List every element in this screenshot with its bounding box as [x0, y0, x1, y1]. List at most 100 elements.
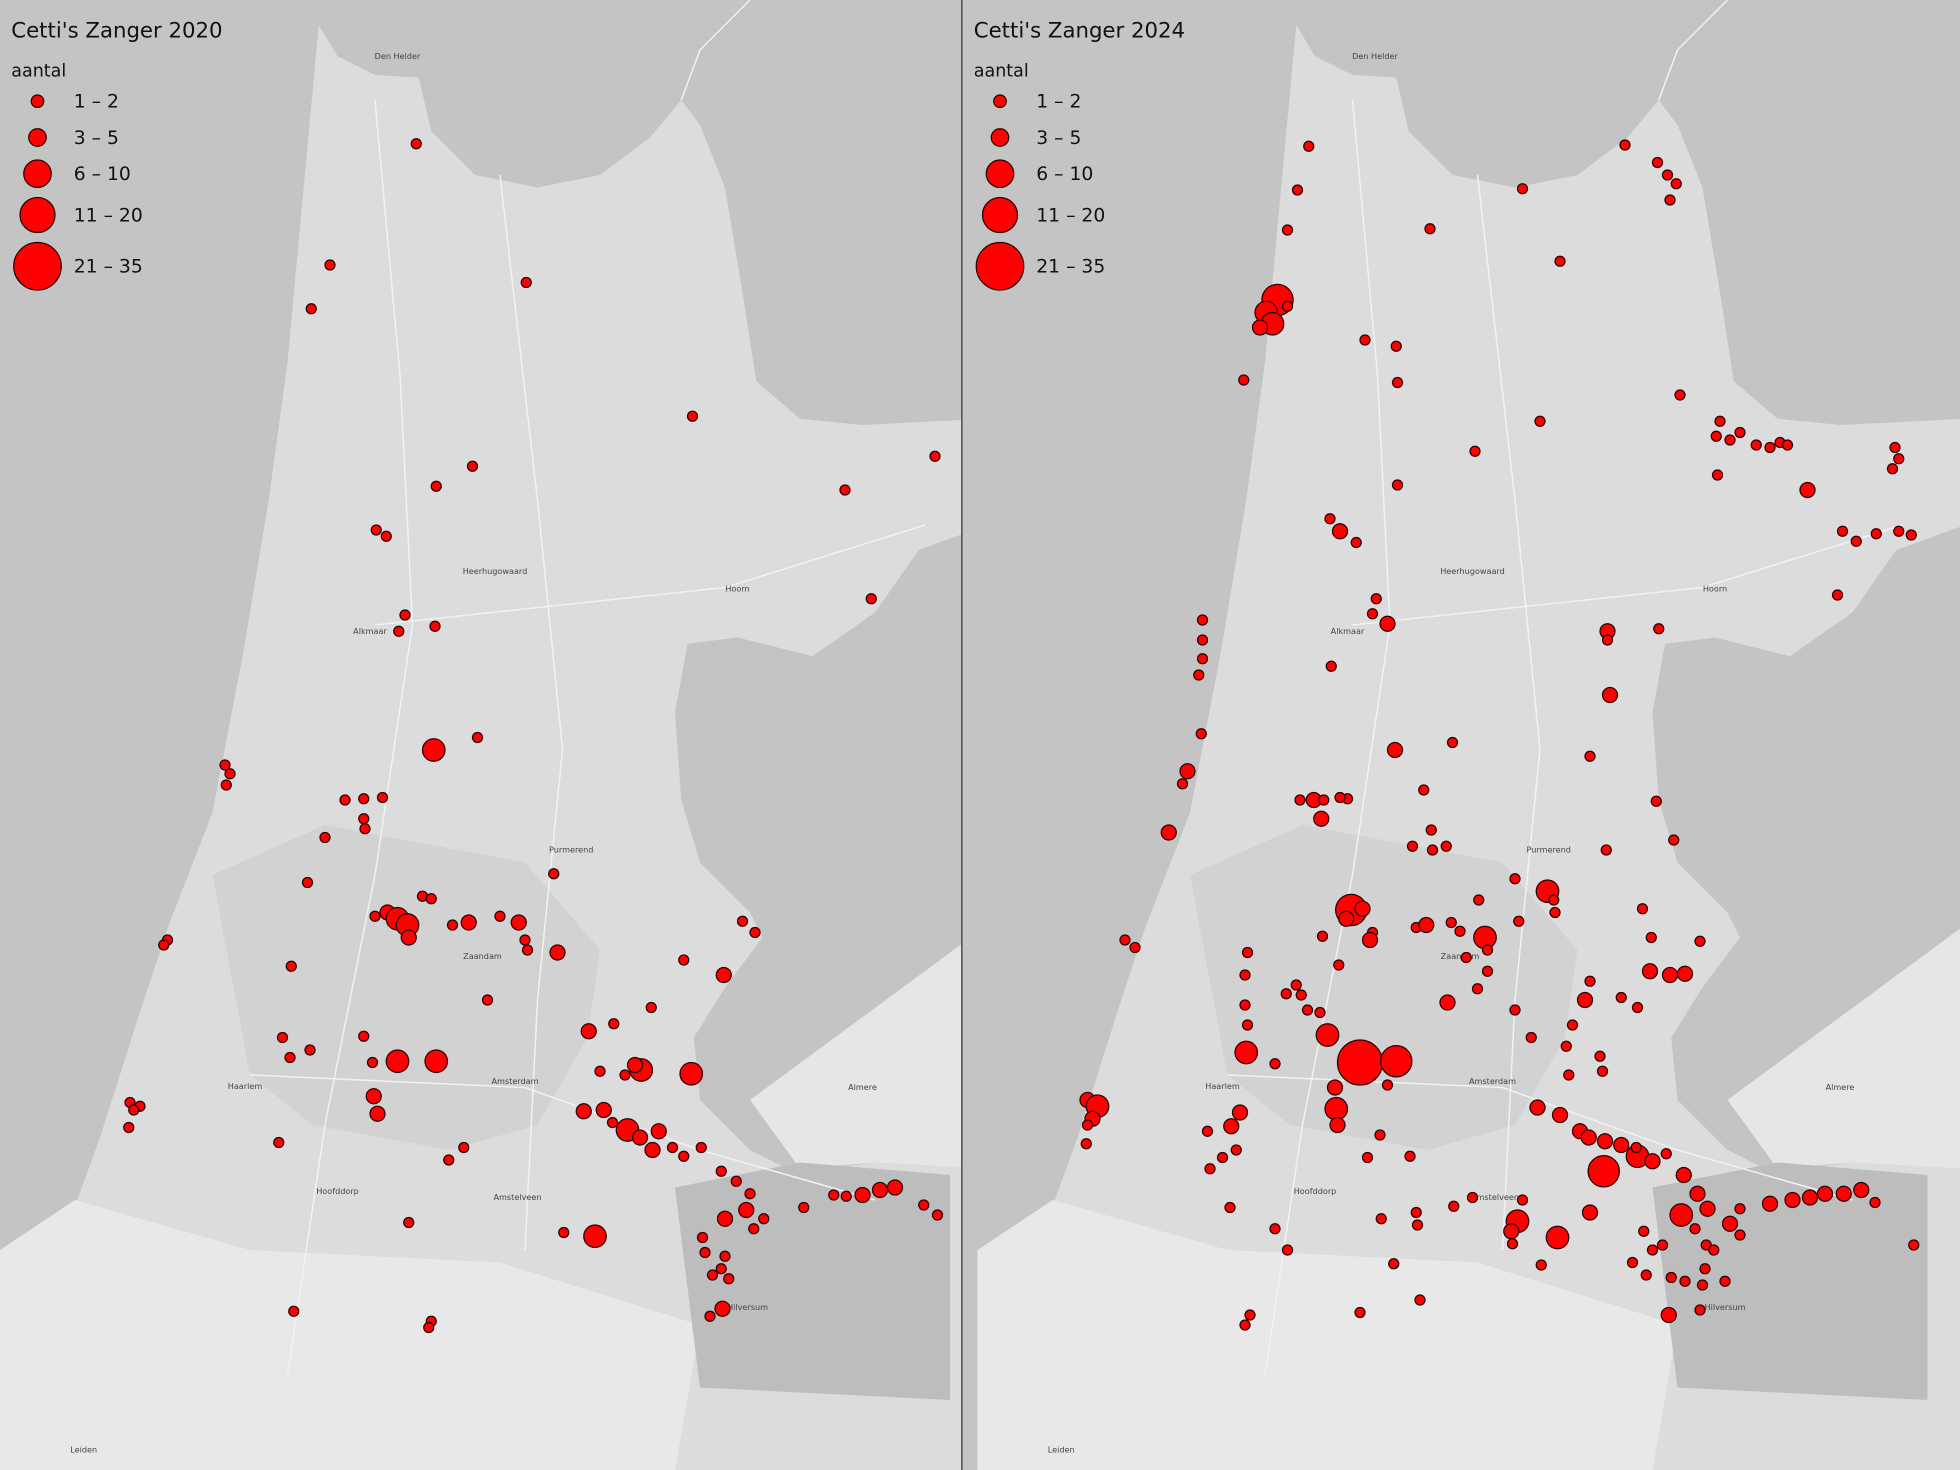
observation-dot — [1869, 1196, 1881, 1209]
observation-dot — [1679, 1275, 1691, 1287]
observation-dot — [1889, 441, 1901, 454]
legend-symbol — [23, 159, 52, 189]
observation-dot — [123, 1121, 135, 1134]
panel-title: Cetti's Zanger 2020 — [11, 19, 222, 44]
observation-dot — [339, 794, 351, 806]
observation-dot — [1908, 1239, 1920, 1251]
observation-dot — [1361, 931, 1379, 949]
observation-dot — [1699, 1263, 1711, 1275]
observation-dot — [1764, 441, 1776, 454]
place-label: Alkmaar — [353, 626, 387, 636]
observation-dot — [1584, 750, 1596, 762]
observation-dot — [686, 410, 699, 422]
observation-dot — [1675, 1166, 1692, 1184]
observation-dot — [1481, 965, 1494, 977]
observation-dot — [1535, 1259, 1547, 1271]
observation-dot — [1196, 653, 1209, 665]
observation-dot — [1853, 1181, 1870, 1199]
observation-dot — [1238, 374, 1250, 386]
place-label: Hoorn — [725, 583, 749, 593]
observation-dot — [425, 893, 437, 905]
observation-dot — [1719, 1275, 1731, 1287]
legend-label: 11 – 20 — [1036, 205, 1105, 226]
observation-dot — [1334, 791, 1346, 804]
observation-dot — [1366, 608, 1379, 620]
observation-dot — [1734, 1229, 1746, 1241]
observation-dot — [399, 609, 411, 621]
observation-dot — [494, 910, 506, 922]
observation-dot — [1893, 525, 1905, 537]
observation-dot — [1129, 941, 1141, 954]
observation-dot — [358, 813, 370, 825]
observation-dot — [839, 484, 851, 496]
observation-dot — [594, 1065, 606, 1077]
observation-dot — [1481, 944, 1494, 956]
observation-dot — [1576, 991, 1594, 1009]
observation-dot — [1426, 844, 1439, 856]
observation-dot — [358, 1030, 370, 1042]
observation-dot — [1331, 523, 1349, 540]
observation-dot — [886, 1179, 904, 1196]
observation-dot — [1870, 528, 1882, 540]
observation-dot — [1316, 930, 1329, 942]
observation-dot — [666, 1141, 679, 1154]
observation-dot — [385, 1049, 410, 1074]
observation-dot — [1594, 1050, 1606, 1062]
observation-dot — [865, 593, 877, 605]
observation-dot — [284, 1051, 296, 1064]
observation-dot — [1587, 1155, 1620, 1188]
legend-label: 6 – 10 — [74, 164, 131, 185]
observation-dot — [699, 1246, 711, 1259]
observation-dots — [123, 138, 944, 1334]
observation-dot — [1388, 1258, 1400, 1270]
observation-dot — [1509, 1004, 1521, 1016]
observation-dot — [1448, 1200, 1460, 1212]
observation-dot — [1721, 1215, 1739, 1232]
observation-dot — [704, 1310, 716, 1322]
observation-dot — [1336, 1039, 1384, 1086]
observation-dot — [1636, 903, 1649, 915]
observation-dot — [424, 1049, 449, 1074]
legend-symbol — [981, 196, 1019, 234]
place-label: Leiden — [1048, 1445, 1075, 1455]
observation-dot — [1224, 1201, 1236, 1214]
observation-dot — [273, 1136, 285, 1149]
observation-dot — [1886, 463, 1899, 475]
observation-dot — [319, 831, 331, 844]
place-label: Den Helder — [375, 51, 421, 61]
observation-dot — [1445, 916, 1457, 929]
observation-dot — [369, 910, 381, 922]
observation-dot — [1374, 1129, 1386, 1141]
observation-dot — [1179, 763, 1196, 780]
observation-dot — [695, 1141, 707, 1154]
observation-dot — [403, 1216, 415, 1229]
panel: Den Helder Alkmaar Heerhugowaard Hoorn Purme… — [974, 19, 1920, 1455]
place-label: Purmerend — [549, 845, 593, 855]
observation-dot — [748, 1223, 760, 1235]
observation-dot — [608, 1018, 620, 1030]
observation-dot — [715, 1165, 727, 1177]
legend-symbol — [993, 94, 1007, 109]
observation-dot — [1361, 1151, 1374, 1164]
observation-dot — [443, 1154, 455, 1166]
legend-symbol — [975, 241, 1025, 291]
observation-dot — [1601, 686, 1619, 704]
observation-dot — [1333, 959, 1345, 971]
observation-dot — [758, 1213, 770, 1225]
observation-dot — [1239, 999, 1251, 1011]
observation-dot — [1295, 989, 1307, 1001]
observation-dot — [1714, 415, 1726, 427]
observation-dot — [1724, 434, 1736, 446]
observation-dot — [929, 450, 941, 462]
observation-dot — [358, 793, 370, 805]
observation-dot — [1280, 988, 1292, 1000]
observation-dot — [678, 954, 690, 966]
place-label: Haarlem — [1205, 1081, 1240, 1091]
observation-dot — [749, 926, 761, 939]
observation-dot — [1354, 1306, 1366, 1319]
observation-dot — [1290, 979, 1302, 991]
observation-dot — [1660, 1306, 1677, 1324]
observation-dot — [1325, 660, 1337, 672]
observation-dot — [1204, 1163, 1216, 1175]
